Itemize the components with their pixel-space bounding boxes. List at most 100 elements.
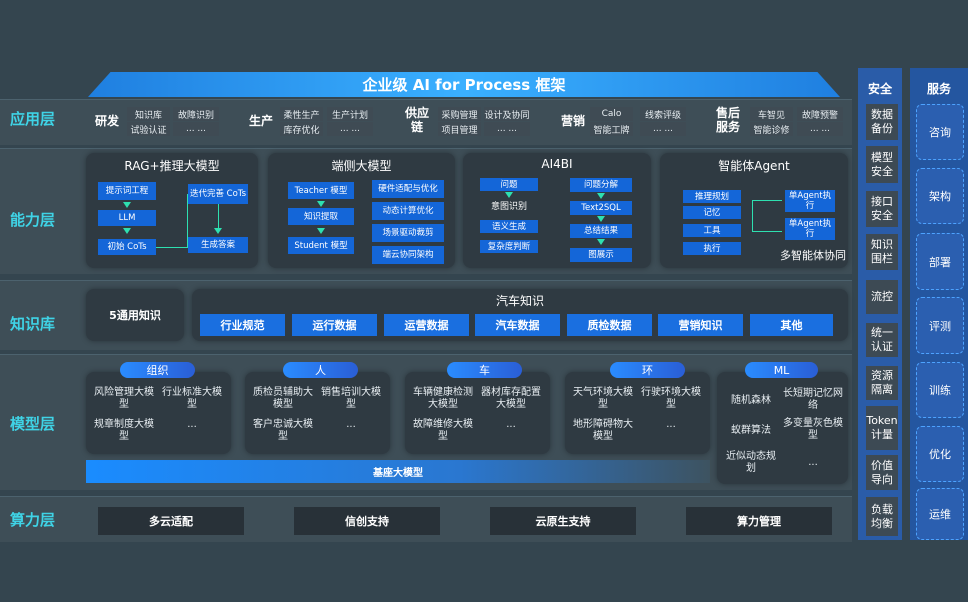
- security-item[interactable]: 知识围栏: [866, 234, 898, 270]
- security-title: 安全: [867, 82, 892, 96]
- model-item[interactable]: 故障维修大模型: [413, 419, 473, 442]
- app-item[interactable]: 项目管理: [438, 122, 481, 136]
- ml-item[interactable]: 近似动态规划: [726, 451, 776, 474]
- ability-step[interactable]: 生成答案: [188, 237, 248, 253]
- ability-step[interactable]: Teacher 模型: [288, 182, 354, 199]
- model-item[interactable]: 天气环境大模型: [573, 387, 633, 410]
- ability-step[interactable]: Text2SQL: [570, 201, 632, 215]
- ability-step[interactable]: 执行: [683, 242, 741, 255]
- ml-item[interactable]: 多变量灰色模型: [783, 418, 843, 441]
- layer-label-knowledge: 知识库: [10, 315, 56, 333]
- app-item[interactable]: 智能工牌: [590, 122, 633, 136]
- ability-step[interactable]: 初始 CoTs: [98, 239, 156, 255]
- ability-step[interactable]: 问题: [480, 178, 538, 191]
- ml-item[interactable]: 长短期记忆网络: [783, 388, 843, 411]
- app-item[interactable]: 智能诊修: [750, 122, 793, 136]
- app-item[interactable]: 车智见: [750, 107, 793, 121]
- ability-step[interactable]: 知识提取: [288, 208, 354, 225]
- ability-step[interactable]: 迭代完善 CoTs: [188, 184, 248, 204]
- knowledge-item[interactable]: 运行数据: [292, 314, 377, 336]
- ability-step[interactable]: 总结结果: [570, 224, 632, 238]
- model-item[interactable]: 地形障碍物大模型: [573, 419, 633, 442]
- ml-panel: [717, 372, 848, 484]
- base-model-bar: 基座大模型: [86, 460, 710, 483]
- app-item[interactable]: 试验认证: [127, 122, 170, 136]
- app-item[interactable]: ... ...: [327, 122, 373, 136]
- ability-step[interactable]: LLM: [98, 210, 156, 226]
- app-item[interactable]: 设计及协同: [484, 107, 530, 121]
- model-item[interactable]: ...: [346, 419, 356, 430]
- service-item[interactable]: 咨询: [916, 104, 964, 160]
- model-item[interactable]: 车辆健康检测大模型: [413, 387, 473, 410]
- ability-step[interactable]: 记忆: [683, 206, 741, 219]
- model-item[interactable]: 风险管理大模型: [94, 387, 154, 410]
- knowledge-item[interactable]: 汽车数据: [475, 314, 560, 336]
- app-item[interactable]: 生产计划: [327, 107, 373, 121]
- service-item[interactable]: 架构: [916, 168, 964, 224]
- model-item[interactable]: 器材库存配置大模型: [481, 387, 541, 410]
- ability-step[interactable]: 动态计算优化: [372, 202, 444, 220]
- ability-step[interactable]: 硬件适配与优化: [372, 180, 444, 198]
- app-item[interactable]: ... ...: [173, 122, 219, 136]
- model-item[interactable]: 行驶环境大模型: [641, 387, 701, 410]
- ability-step[interactable]: 语义生成: [480, 220, 538, 233]
- ability-step[interactable]: 提示词工程: [98, 182, 156, 200]
- app-item[interactable]: 故障识别: [173, 107, 219, 121]
- security-item[interactable]: 价值导向: [866, 455, 898, 490]
- app-item[interactable]: 采购管理: [438, 107, 481, 121]
- app-item[interactable]: ... ...: [640, 122, 686, 136]
- security-item[interactable]: 统一认证: [866, 323, 898, 357]
- compute-item[interactable]: 信创支持: [294, 507, 440, 535]
- ability-step[interactable]: 单Agent执行: [785, 190, 835, 212]
- knowledge-item[interactable]: 其他: [750, 314, 833, 336]
- model-item[interactable]: 行业标准大模型: [162, 387, 222, 410]
- ability-step[interactable]: 复杂度判断: [480, 240, 538, 253]
- service-item[interactable]: 训练: [916, 362, 964, 418]
- model-item[interactable]: 客户忠诚大模型: [253, 419, 313, 442]
- ability-step[interactable]: 端云协同架构: [372, 246, 444, 264]
- security-item[interactable]: 资源隔离: [866, 366, 898, 400]
- ml-item[interactable]: ...: [808, 457, 818, 468]
- ability-step[interactable]: 图展示: [570, 248, 632, 262]
- knowledge-item[interactable]: 运营数据: [384, 314, 469, 336]
- ml-item[interactable]: 蚁群算法: [731, 425, 771, 436]
- app-item[interactable]: 故障预警: [797, 107, 843, 121]
- ability-step[interactable]: 场景驱动裁剪: [372, 224, 444, 242]
- ability-step[interactable]: 问题分解: [570, 178, 632, 192]
- app-item[interactable]: ... ...: [484, 122, 530, 136]
- security-item[interactable]: 接口安全: [866, 191, 898, 227]
- ability-step[interactable]: 单Agent执行: [785, 218, 835, 240]
- compute-item[interactable]: 云原生支持: [490, 507, 636, 535]
- service-item[interactable]: 优化: [916, 426, 964, 482]
- model-item[interactable]: 质检员辅助大模型: [253, 387, 313, 410]
- service-item[interactable]: 部署: [916, 233, 964, 290]
- panel-title: 智能体Agent: [718, 159, 790, 173]
- security-item[interactable]: Token计量: [866, 406, 898, 450]
- ml-item[interactable]: 随机森林: [731, 395, 771, 406]
- app-item[interactable]: 库存优化: [280, 122, 323, 136]
- compute-item[interactable]: 多云适配: [98, 507, 244, 535]
- ability-step[interactable]: 工具: [683, 224, 741, 237]
- security-item[interactable]: 模型安全: [866, 146, 898, 183]
- security-item[interactable]: 负载均衡: [866, 497, 898, 536]
- security-item[interactable]: 流控: [866, 280, 898, 314]
- knowledge-item[interactable]: 营销知识: [658, 314, 743, 336]
- ability-step[interactable]: 推理规划: [683, 190, 741, 203]
- model-item[interactable]: 销售培训大模型: [321, 387, 381, 410]
- model-item[interactable]: ...: [506, 419, 516, 430]
- app-item[interactable]: 线索评级: [640, 107, 686, 121]
- model-item[interactable]: ...: [666, 419, 676, 430]
- knowledge-item[interactable]: 质检数据: [567, 314, 652, 336]
- app-item[interactable]: 柔性生产: [280, 107, 323, 121]
- app-item[interactable]: 知识库: [127, 107, 170, 121]
- service-item[interactable]: 运维: [916, 488, 964, 540]
- security-item[interactable]: 数据备份: [866, 104, 898, 140]
- app-item[interactable]: Calo: [590, 107, 633, 121]
- model-item[interactable]: ...: [187, 419, 197, 430]
- compute-item[interactable]: 算力管理: [686, 507, 832, 535]
- ability-step[interactable]: Student 模型: [288, 237, 354, 254]
- knowledge-item[interactable]: 行业规范: [200, 314, 285, 336]
- app-item[interactable]: ... ...: [797, 122, 843, 136]
- model-item[interactable]: 规章制度大模型: [94, 419, 154, 442]
- service-item[interactable]: 评测: [916, 297, 964, 354]
